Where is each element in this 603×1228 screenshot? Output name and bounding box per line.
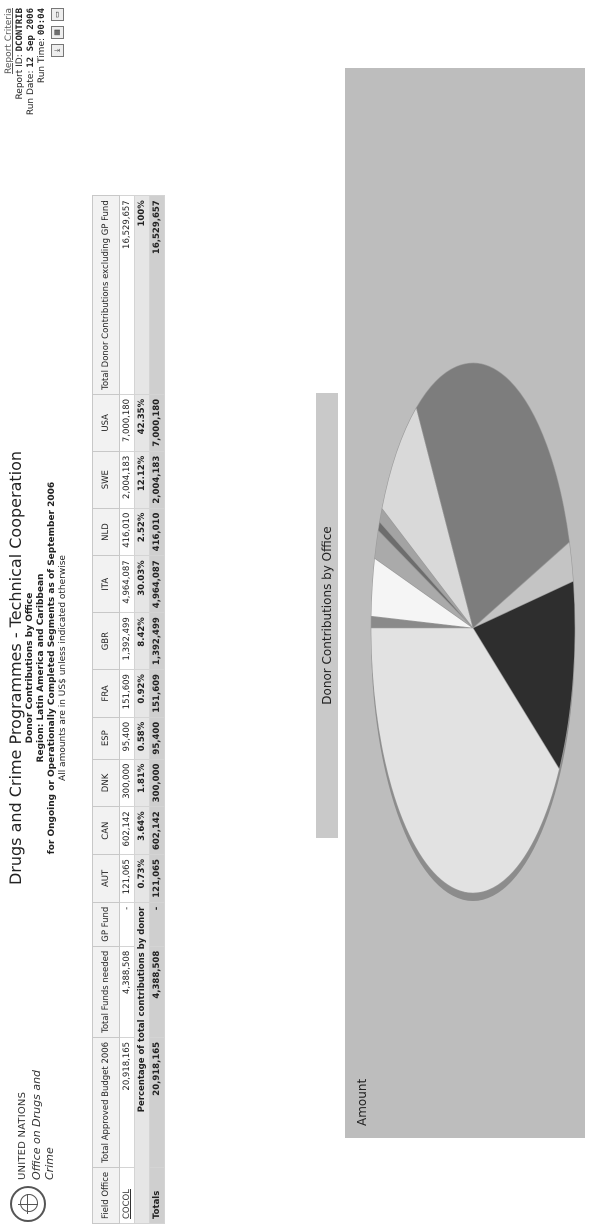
totals-cell: 20,918,165 [149,1037,165,1168]
table-cell: 151,609 [119,669,135,718]
percentage-cell: 1.81% [134,759,150,807]
report-title: Drugs and Crime Programmes - Technical C… [6,450,25,886]
table-cell: 4,964,087 [119,555,135,613]
percentage-cell: 100% [134,195,150,395]
pie-chart [370,362,576,901]
table-cell: 7,000,180 [119,394,135,452]
table-cell: 20,918,165 [119,1037,135,1168]
totals-cell: 1,392,499 [149,612,165,670]
totals-cell: 7,000,180 [149,394,165,452]
percentage-cell: 2.52% [134,508,150,556]
column-header: FRA [92,669,120,718]
column-header: ESP [92,717,120,760]
table-cell: 300,000 [119,759,135,807]
report-meta: Report Criteria Report ID: DCONTRIB Run … [4,8,64,238]
run-time: Run Time: 00:04 [37,8,47,84]
totals-cell: 4,388,508 [149,946,165,1038]
table-cell: 95,400 [119,717,135,760]
percentage-cell: 42.35% [134,394,150,452]
column-header: DNK [92,759,120,807]
totals-cell: 416,010 [149,508,165,556]
org-name-line1: UNITED NATIONS [17,1091,28,1180]
column-header: Field Office [92,1167,120,1224]
chart-title: Donor Contributions by Office [316,393,338,838]
column-header: GBR [92,612,120,670]
pie-slice-ita [415,362,570,629]
report-id: Report ID: DCONTRIB [15,8,25,100]
table-cell: 2,004,183 [119,451,135,509]
table-cell: 4,388,508 [119,946,135,1038]
table-cell: - [119,902,135,947]
report-header: Drugs and Crime Programmes - Technical C… [6,408,69,928]
pdf-export-icon[interactable]: ⤓ [51,43,64,57]
pie-chart-area: Amount [345,68,585,1138]
percentage-cell: 0.92% [134,669,150,718]
column-header: SWE [92,451,120,509]
contributions-table: Field Office Total Approved Budget 2006 To… [92,195,165,1224]
table-row-totals: Totals 20,918,165 4,388,508-121,065 602,142… [149,195,165,1224]
print-icon[interactable]: ▭ [51,8,64,21]
office-link-cocol[interactable]: COCOL [122,1189,132,1219]
pie-slice-usa [370,627,560,894]
totals-cell: - [149,902,165,947]
run-date: Run Date: 12 Sep 2006 [26,8,36,116]
column-header: ITA [92,555,120,613]
un-emblem-icon [10,1186,46,1222]
percentage-cell: 3.64% [134,806,150,855]
percentage-cell: 0.73% [134,854,150,903]
percentage-cell: 12.12% [134,451,150,509]
percentage-cell: 0.58% [134,717,150,760]
totals-cell: 602,142 [149,806,165,855]
table-cell: 16,529,657 [119,195,135,395]
column-header: GP Fund [92,902,120,947]
table-cell: 602,142 [119,806,135,855]
table-cell: 121,065 [119,854,135,903]
report-subtitle: Donor Contributions by Office [25,592,35,744]
pie-slice-gbr [381,406,474,629]
percentage-label: Percentage of total contributions by don… [134,902,150,1224]
table-row-percentage: Percentage of total contributions by don… [134,195,150,1224]
totals-cell: 2,004,183 [149,451,165,509]
totals-cell: 121,065 [149,854,165,903]
segments-line: for Ongoing or Operationally Completed S… [47,481,57,855]
totals-cell: 151,609 [149,669,165,718]
totals-cell: 300,000 [149,759,165,807]
region-line: Region: Latin America and Caribbean [36,573,46,763]
percentage-cell: 8.42% [134,612,150,670]
totals-cell: Totals [149,1167,165,1224]
excel-export-icon[interactable]: ▦ [51,25,64,39]
table-cell: 1,392,499 [119,612,135,670]
totals-cell: 95,400 [149,717,165,760]
column-header: USA [92,394,120,452]
table-cell: 416,010 [119,508,135,556]
totals-cell: 4,964,087 [149,555,165,613]
totals-cell: 16,529,657 [149,195,165,395]
currency-note: All amounts are in US$ unless indicated … [58,555,68,781]
column-header: NLD [92,508,120,556]
table-row-cocol: COCOL 20,918,165 4,388,508-121,065 602,142 3… [119,195,135,1224]
pie-slice-swe [472,580,576,770]
org-name-line2: Office on Drugs and Crime [30,1069,56,1180]
percentage-cell: 30.03% [134,555,150,613]
column-header: Total Approved Budget 2006 [92,1037,120,1168]
unodc-logo: UNITED NATIONS Office on Drugs and Crime [10,1052,56,1222]
table-header-row: Field Office Total Approved Budget 2006 To… [92,195,120,1224]
column-header: AUT [92,854,120,903]
column-header: Total Donor Contributions excluding GP F… [92,195,120,395]
table-cell: COCOL [119,1167,135,1224]
column-header: CAN [92,806,120,855]
report-criteria-link[interactable]: Report Criteria [4,8,14,74]
column-header: Total Funds needed [92,946,120,1038]
